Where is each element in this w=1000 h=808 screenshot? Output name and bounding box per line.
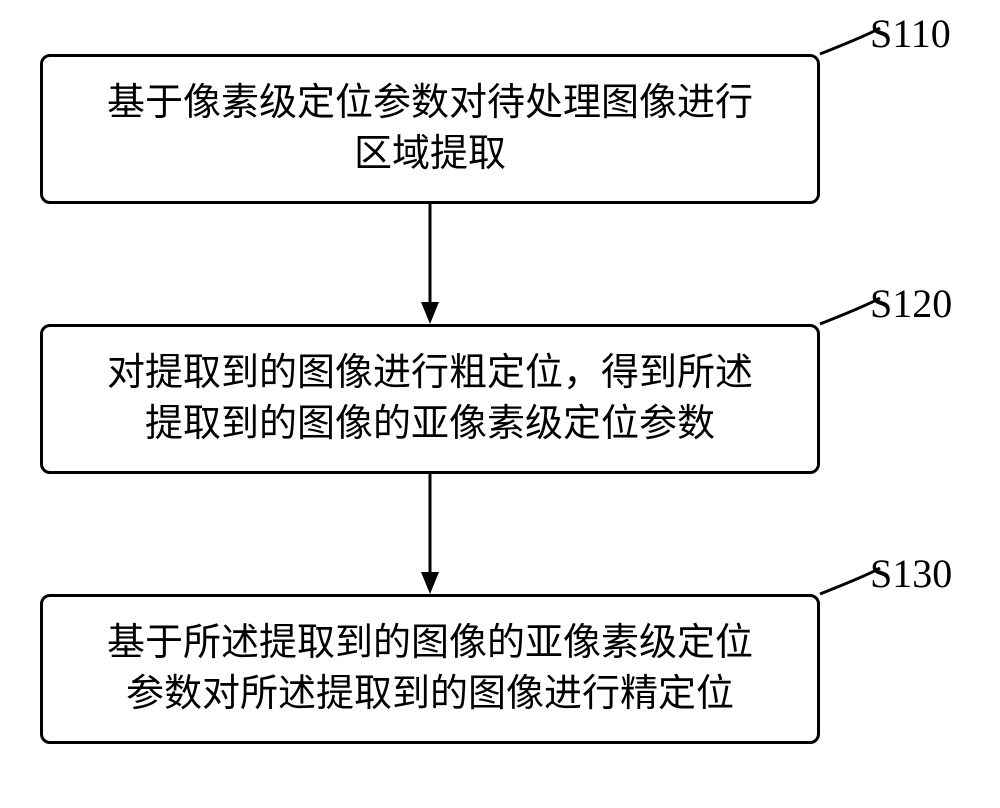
flowchart-arrow (419, 204, 441, 324)
flowchart-node-s120: 对提取到的图像进行粗定位，得到所述 提取到的图像的亚像素级定位参数 (40, 324, 820, 474)
flowchart-node-s110: 基于像素级定位参数对待处理图像进行 区域提取 (40, 54, 820, 204)
callout-s120 (816, 294, 884, 328)
flowchart-node-text: 基于像素级定位参数对待处理图像进行 区域提取 (107, 78, 753, 181)
callout-s110 (816, 24, 884, 58)
flowchart-node-text: 基于所述提取到的图像的亚像素级定位 参数对所述提取到的图像进行精定位 (107, 618, 753, 721)
flowchart-arrow (419, 474, 441, 594)
flowchart-canvas: 基于像素级定位参数对待处理图像进行 区域提取对提取到的图像进行粗定位，得到所述 … (0, 0, 1000, 808)
flowchart-node-s130: 基于所述提取到的图像的亚像素级定位 参数对所述提取到的图像进行精定位 (40, 594, 820, 744)
callout-s130 (816, 564, 884, 598)
flowchart-node-text: 对提取到的图像进行粗定位，得到所述 提取到的图像的亚像素级定位参数 (107, 348, 753, 451)
